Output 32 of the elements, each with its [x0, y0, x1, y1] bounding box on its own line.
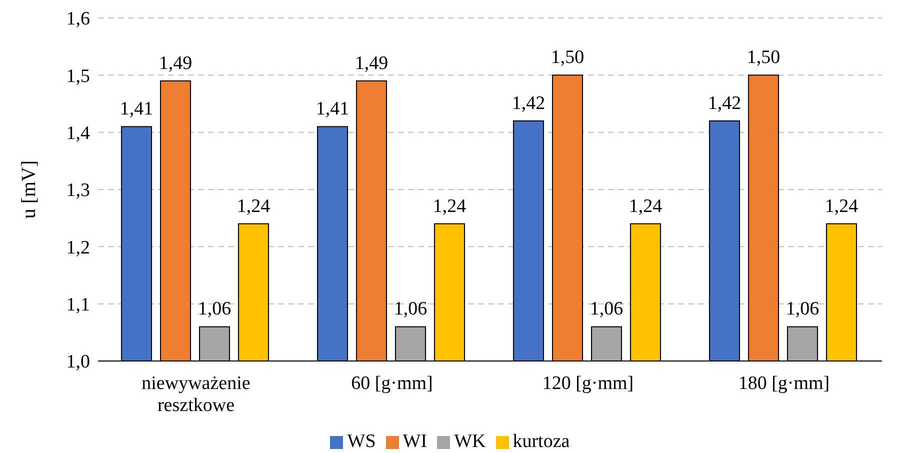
data-label: 1,24 — [824, 196, 859, 217]
y-tick-label: 1,3 — [66, 180, 90, 202]
legend-label: WI — [402, 431, 428, 452]
data-label: 1,49 — [158, 52, 192, 74]
y-axis-title: u [mV] — [18, 160, 40, 219]
data-label: 1,41 — [120, 98, 154, 120]
x-tick-label: 180 [g·mm] — [738, 373, 830, 394]
legend-label: WK — [454, 431, 486, 452]
data-label: 1,41 — [316, 98, 350, 120]
legend-label: kurtoza — [512, 431, 570, 452]
data-label: 1,49 — [354, 52, 388, 74]
data-label: 1,42 — [708, 92, 742, 114]
x-tick-label: niewyważenie resztkowe — [142, 373, 250, 416]
y-tick-label: 1,2 — [66, 237, 90, 258]
y-tick-label: 1,0 — [66, 352, 90, 373]
data-label: 1,24 — [432, 196, 467, 217]
y-tick-label: 1,6 — [66, 8, 90, 30]
data-label: 1,50 — [746, 47, 780, 68]
data-label: 1,24 — [628, 196, 663, 217]
y-tick-label: 1,4 — [66, 123, 90, 144]
x-tick-label: 60 [g·mm] — [351, 373, 433, 394]
data-label: 1,06 — [394, 298, 428, 320]
data-label: 1,24 — [236, 196, 271, 217]
x-tick-label: 120 [g·mm] — [542, 373, 634, 394]
data-label: 1,06 — [198, 298, 232, 320]
legend-label: WS — [347, 431, 376, 452]
y-tick-label: 1,5 — [66, 66, 90, 87]
data-label: 1,50 — [550, 47, 584, 68]
data-label: 1,42 — [512, 92, 546, 114]
y-tick-label: 1,1 — [66, 294, 90, 316]
data-label: 1,06 — [590, 298, 624, 320]
data-label: 1,06 — [786, 298, 820, 320]
